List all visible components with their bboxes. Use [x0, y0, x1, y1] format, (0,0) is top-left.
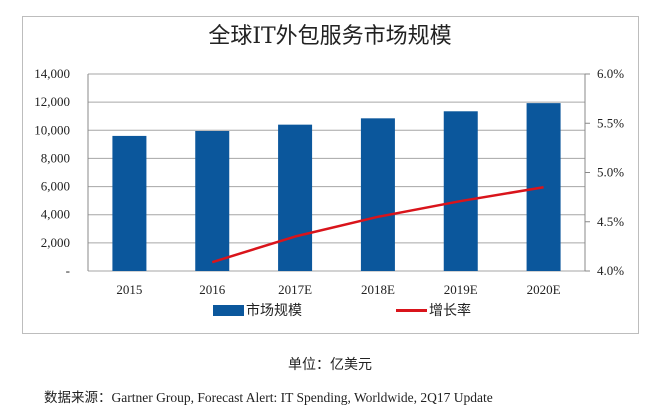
right-tick-label: 5.0%: [597, 165, 624, 180]
chart-title: 全球IT外包服务市场规模: [208, 24, 452, 49]
legend-line-swatch: [396, 308, 427, 312]
left-tick-label: 14,000: [34, 66, 70, 81]
left-tick-label: 10,000: [34, 122, 70, 137]
source-text: Gartner Group, Forecast Alert: IT Spendi…: [111, 390, 493, 405]
right-tick-label: 4.0%: [597, 263, 624, 278]
bar-2016: [195, 130, 230, 271]
left-tick-label: 12,000: [34, 94, 70, 109]
legend-bar-swatch: [213, 304, 244, 316]
bar-2018E: [360, 118, 395, 271]
source-note: 数据来源：Gartner Group, Forecast Alert: IT S…: [44, 386, 493, 406]
left-tick-label: 2,000: [41, 235, 70, 250]
bar-2017E: [278, 124, 313, 272]
legend-label: 增长率: [429, 303, 471, 319]
right-tick-label: 4.5%: [597, 214, 624, 229]
left-tick-label: -: [66, 263, 70, 278]
right-tick-label: 6.0%: [597, 66, 624, 81]
left-tick-label: 4,000: [41, 207, 70, 222]
x-tick-label: 2019E: [444, 282, 478, 297]
unit-note: 单位：亿美元: [288, 357, 372, 373]
bar-2015: [112, 135, 147, 271]
x-tick-label: 2018E: [361, 282, 395, 297]
x-tick-label: 2016: [199, 282, 226, 297]
x-tick-label: 2020E: [527, 282, 561, 297]
legend-item-market-size: 市场规模: [213, 300, 302, 320]
source-label: 数据来源：: [44, 390, 112, 406]
bar-2019E: [443, 111, 478, 272]
legend-label: 市场规模: [246, 303, 302, 319]
left-tick-label: 6,000: [41, 179, 70, 194]
left-tick-label: 8,000: [41, 150, 70, 165]
chart-frame: [22, 16, 639, 334]
legend-item-growth-rate: 增长率: [396, 300, 471, 320]
right-tick-label: 5.5%: [597, 115, 624, 130]
bar-2020E: [526, 103, 561, 271]
x-tick-label: 2017E: [278, 282, 312, 297]
x-tick-label: 2015: [116, 282, 142, 297]
